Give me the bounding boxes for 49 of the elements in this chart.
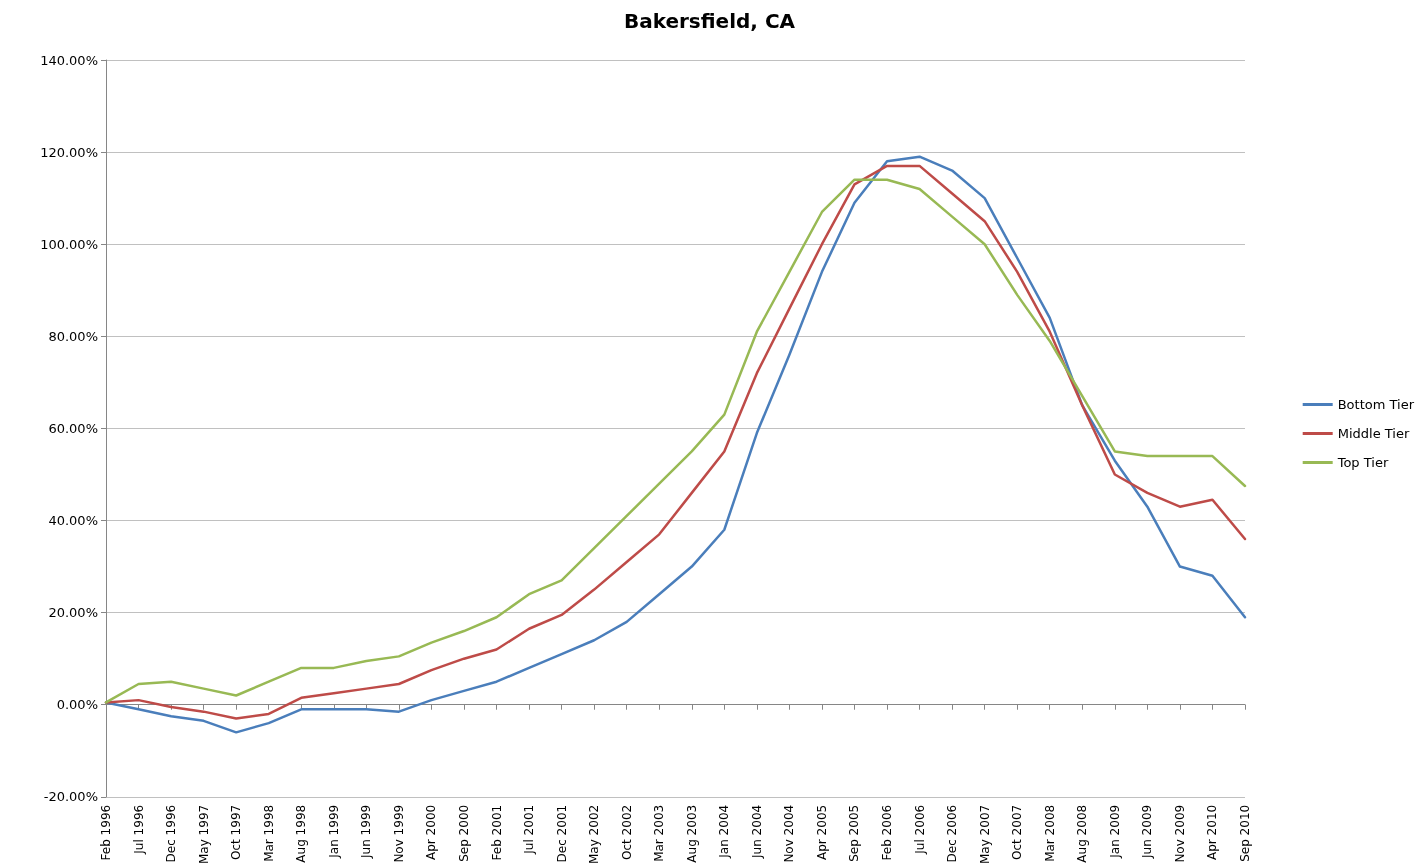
x-tick-label: Sep 2005: [847, 804, 862, 862]
x-tick-label: Nov 2009: [1172, 804, 1187, 863]
x-tick-label: Jan 2004: [717, 804, 732, 859]
x-tick-label: Jul 2006: [912, 804, 927, 855]
x-tick-label: Aug 2003: [684, 804, 699, 863]
x-tick-label: Mar 1998: [261, 804, 276, 862]
y-tick-label: -20.00%: [43, 789, 98, 805]
x-tick-label: May 2007: [977, 804, 992, 865]
x-tick-label: Sep 2010: [1238, 804, 1252, 862]
x-tick-label: Mar 2008: [1042, 804, 1057, 862]
x-tick-label: Jul 2001: [522, 804, 537, 855]
x-tick-label: Nov 2004: [782, 804, 797, 863]
x-tick-label: Aug 2008: [1075, 804, 1090, 863]
y-tick-label: 20.00%: [48, 605, 98, 621]
x-tick-label: Dec 1996: [164, 804, 179, 863]
y-tick-label: 60.00%: [48, 420, 98, 436]
x-tick-label: Jan 2009: [1107, 804, 1122, 859]
y-tick-label: 120.00%: [40, 144, 98, 160]
x-tick-label: Oct 2007: [1010, 804, 1025, 860]
x-tick-label: Apr 2005: [814, 804, 829, 860]
x-tick-label: Dec 2006: [945, 804, 960, 863]
y-tick-label: 40.00%: [48, 513, 98, 529]
legend-label: Middle Tier: [1337, 426, 1410, 441]
x-tick-label: Jan 1999: [326, 804, 341, 859]
x-tick-label: Dec 2001: [554, 804, 569, 863]
x-tick-label: Feb 2006: [880, 804, 895, 861]
x-tick-label: Apr 2000: [424, 804, 439, 860]
legend-label: Bottom Tier: [1337, 397, 1415, 412]
x-tick-label: May 2002: [587, 804, 602, 865]
x-tick-label: Jun 1999: [359, 804, 374, 859]
x-tick-label: Jun 2009: [1140, 804, 1155, 859]
legend-label: Top Tier: [1336, 455, 1389, 470]
x-tick-label: Sep 2000: [456, 804, 471, 862]
y-tick-label: 80.00%: [48, 328, 98, 344]
x-tick-label: Apr 2010: [1205, 804, 1220, 860]
x-tick-label: May 1997: [196, 804, 211, 865]
y-tick-label: 140.00%: [40, 52, 98, 68]
x-tick-label: Oct 2002: [619, 804, 634, 860]
x-tick-label: Mar 2003: [652, 804, 667, 862]
x-tick-label: Aug 1998: [294, 804, 309, 863]
x-tick-label: Feb 1996: [99, 804, 113, 861]
y-tick-label: 100.00%: [40, 236, 98, 252]
y-tick-label: 0.00%: [56, 697, 98, 713]
x-tick-label: Jun 2004: [749, 804, 764, 859]
x-tick-label: Nov 1999: [391, 804, 406, 863]
x-tick-label: Feb 2001: [489, 804, 504, 861]
x-tick-label: Oct 1997: [229, 804, 244, 860]
chart-title: Bakersfield, CA: [623, 9, 796, 33]
x-tick-label: Jul 1996: [131, 804, 146, 855]
